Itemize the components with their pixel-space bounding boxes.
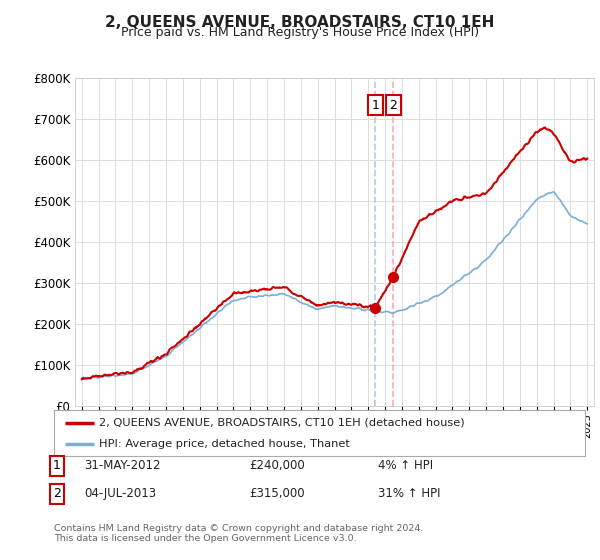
- Text: Contains HM Land Registry data © Crown copyright and database right 2024.
This d: Contains HM Land Registry data © Crown c…: [54, 524, 424, 543]
- Text: 4% ↑ HPI: 4% ↑ HPI: [378, 459, 433, 473]
- Text: 31-MAY-2012: 31-MAY-2012: [84, 459, 161, 473]
- Text: 2, QUEENS AVENUE, BROADSTAIRS, CT10 1EH (detached house): 2, QUEENS AVENUE, BROADSTAIRS, CT10 1EH …: [99, 418, 465, 428]
- Text: £240,000: £240,000: [249, 459, 305, 473]
- Text: HPI: Average price, detached house, Thanet: HPI: Average price, detached house, Than…: [99, 439, 350, 449]
- Text: 04-JUL-2013: 04-JUL-2013: [84, 487, 156, 501]
- Text: 2: 2: [389, 99, 397, 111]
- Text: 31% ↑ HPI: 31% ↑ HPI: [378, 487, 440, 501]
- Text: 2: 2: [53, 487, 61, 501]
- Text: 1: 1: [371, 99, 379, 111]
- Text: 2, QUEENS AVENUE, BROADSTAIRS, CT10 1EH: 2, QUEENS AVENUE, BROADSTAIRS, CT10 1EH: [106, 15, 494, 30]
- Text: Price paid vs. HM Land Registry's House Price Index (HPI): Price paid vs. HM Land Registry's House …: [121, 26, 479, 39]
- Text: 1: 1: [53, 459, 61, 473]
- Text: £315,000: £315,000: [249, 487, 305, 501]
